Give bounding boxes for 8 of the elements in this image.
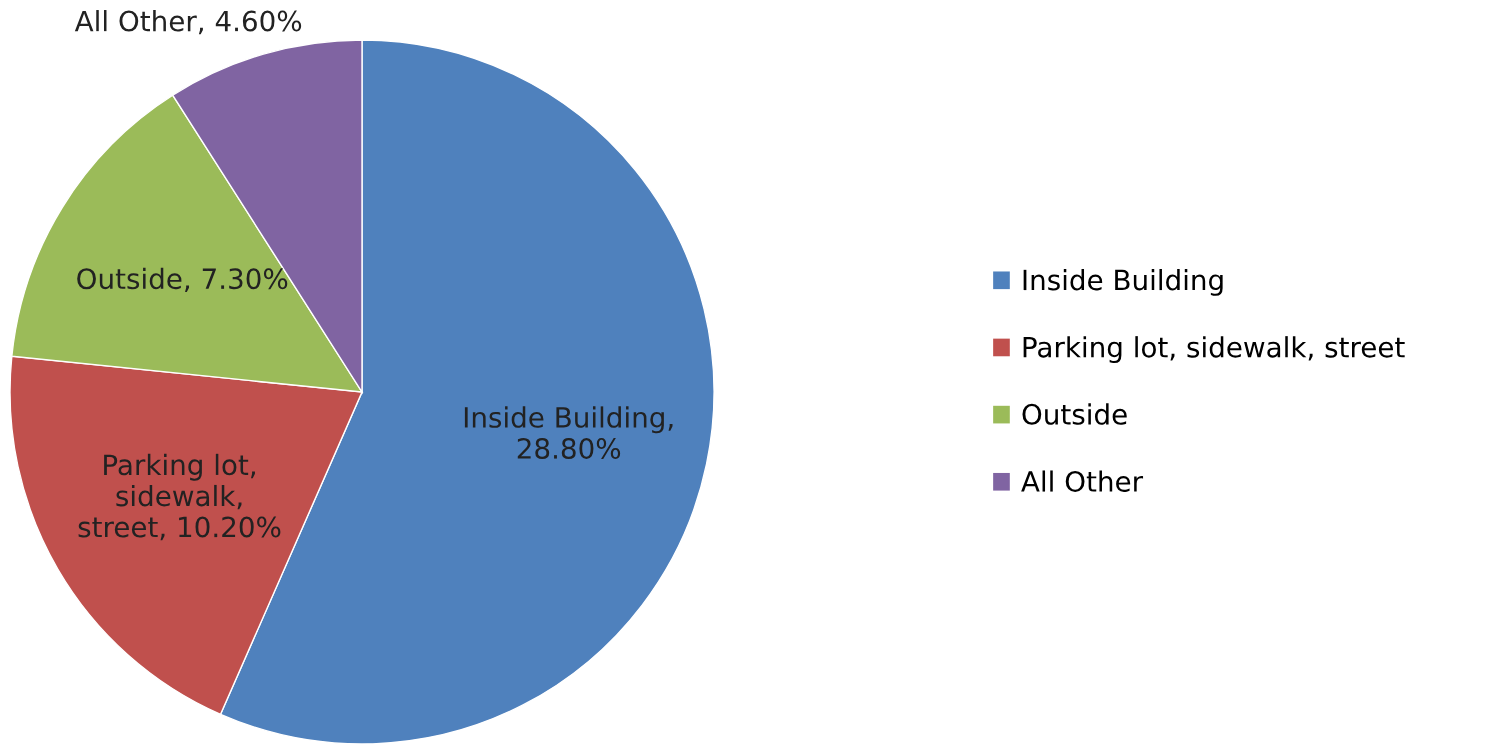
data-label: Inside Building, 28.80% [464,406,673,459]
legend-label: All Other [1021,470,1144,492]
data-label: Outside, 7.30% [77,267,288,293]
legend-label: Inside Building [1023,268,1223,296]
legend-label: Outside [1022,403,1127,425]
data-label: All Other, 4.60% [74,10,302,35]
data-label: Parking lot, sidewalk, street, 10.20% [78,453,281,541]
legend-label: Parking lot, sidewalk, street [1023,336,1405,364]
